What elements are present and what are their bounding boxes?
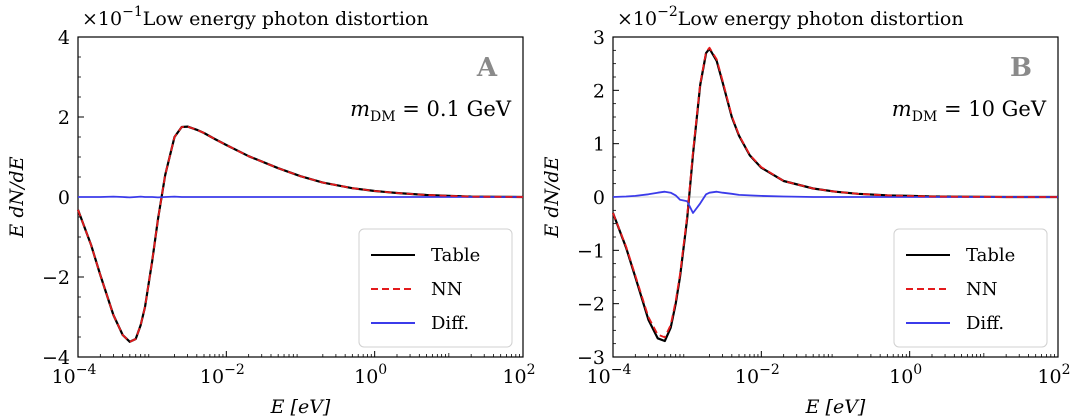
y-tick-label: 1 bbox=[593, 134, 605, 156]
series-line-nn bbox=[612, 46, 1058, 339]
y-tick-label: 2 bbox=[593, 80, 605, 102]
y-axis-label: E dN/dE bbox=[541, 156, 563, 238]
legend: Table NN Diff. bbox=[893, 228, 1048, 348]
x-tick-label: 10−2 bbox=[735, 362, 780, 388]
series-line-nn bbox=[77, 125, 524, 343]
x-tick-label: 100 bbox=[354, 362, 387, 388]
mass-annotation: mDM = 10 GeV bbox=[892, 97, 1047, 125]
chart-title-scale: ×10−2Low energy photon distortion bbox=[617, 4, 964, 30]
y-tick-label: 2 bbox=[58, 107, 70, 129]
y-tick-label: −2 bbox=[42, 267, 70, 289]
legend-label: Diff. bbox=[966, 313, 1004, 334]
x-tick-label: 102 bbox=[502, 362, 535, 388]
x-axis-label: E [eV] bbox=[270, 396, 331, 418]
y-tick-label: −3 bbox=[577, 347, 605, 369]
x-tick-label: 10−4 bbox=[587, 362, 632, 388]
panel-label: B bbox=[1010, 53, 1032, 83]
chart-panel-b: ×10−2Low energy photon distortion B mDM … bbox=[541, 4, 1071, 418]
x-tick-label: 102 bbox=[1037, 362, 1070, 388]
mass-annotation: mDM = 0.1 GeV bbox=[350, 97, 512, 125]
y-tick-label: 4 bbox=[58, 27, 70, 49]
legend: Table NN Diff. bbox=[358, 228, 513, 348]
series-line-diff bbox=[612, 190, 1058, 214]
x-axis-label: E [eV] bbox=[805, 396, 866, 418]
legend-box bbox=[893, 228, 1048, 348]
series-line-diff bbox=[78, 195, 523, 199]
y-tick-label: −1 bbox=[577, 240, 605, 262]
legend-label: Diff. bbox=[431, 313, 469, 334]
y-tick-label: −4 bbox=[42, 347, 70, 369]
chart-title-scale: ×10−1Low energy photon distortion bbox=[82, 4, 429, 30]
y-axis-label: E dN/dE bbox=[6, 156, 28, 238]
y-tick-label: 3 bbox=[593, 27, 605, 49]
chart-panel-a: ×10−1Low energy photon distortion A mDM … bbox=[6, 4, 536, 418]
y-tick-label: 0 bbox=[58, 187, 70, 209]
legend-label: NN bbox=[966, 279, 998, 300]
legend-label: Table bbox=[431, 245, 480, 266]
legend-label: NN bbox=[431, 279, 463, 300]
panel-label: A bbox=[476, 53, 498, 83]
y-tick-label: 0 bbox=[593, 187, 605, 209]
x-tick-label: 100 bbox=[889, 362, 922, 388]
y-tick-label: −2 bbox=[577, 294, 605, 316]
legend-label: Table bbox=[966, 245, 1015, 266]
x-tick-label: 10−4 bbox=[52, 362, 97, 388]
legend-box bbox=[358, 228, 513, 348]
x-tick-label: 10−2 bbox=[200, 362, 245, 388]
